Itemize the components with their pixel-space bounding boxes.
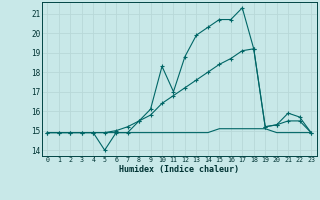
X-axis label: Humidex (Indice chaleur): Humidex (Indice chaleur) xyxy=(119,165,239,174)
